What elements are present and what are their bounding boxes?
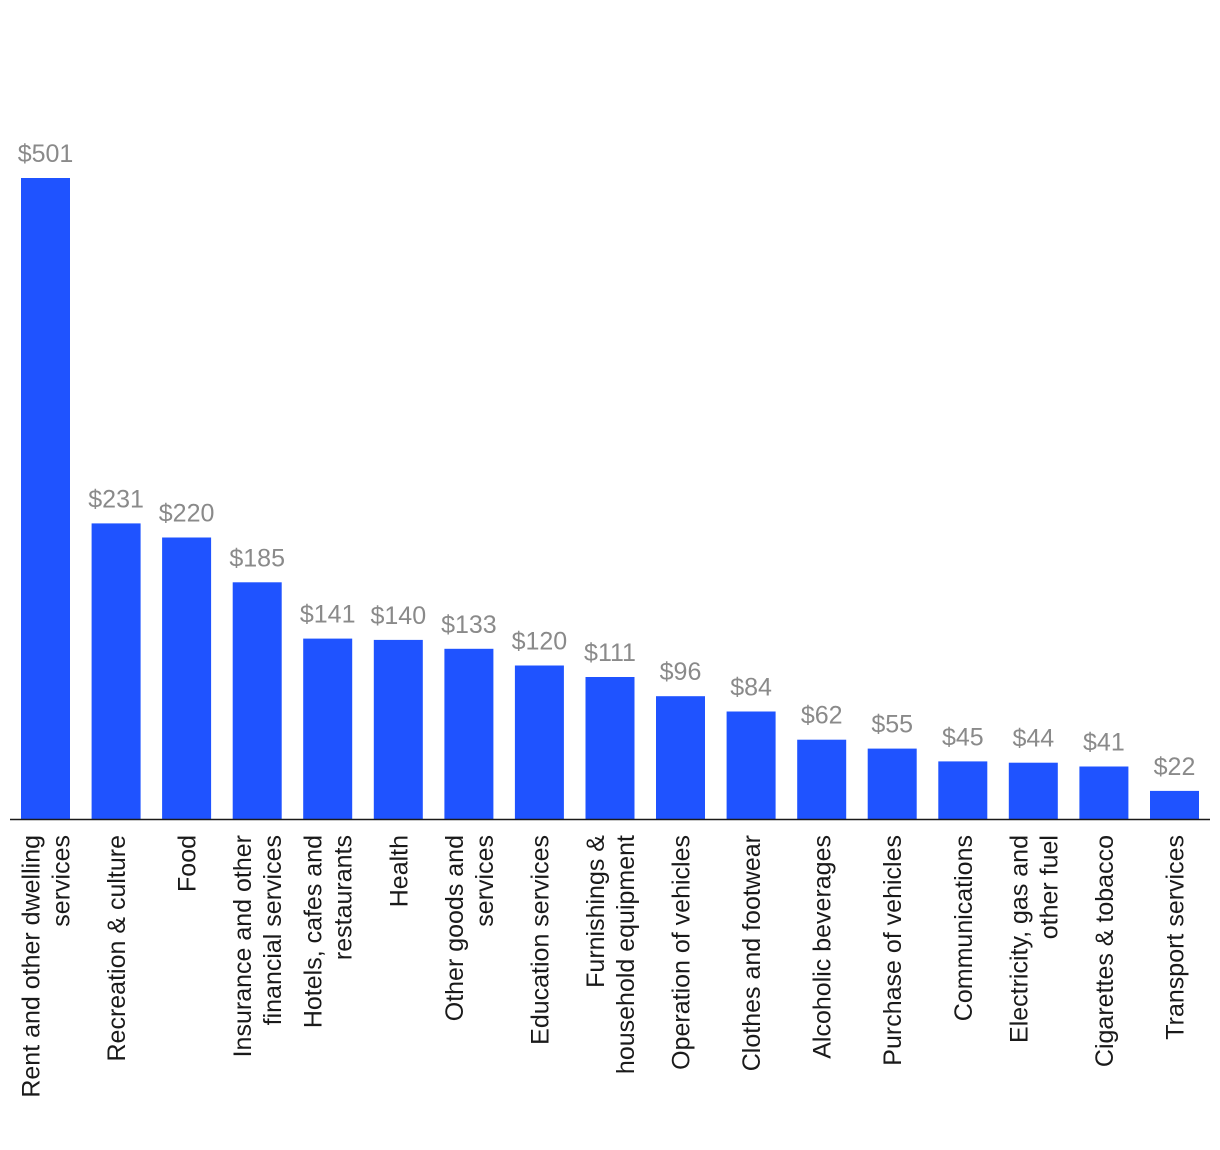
category-label-12: Purchase of vehicles	[879, 835, 907, 1066]
category-label-line: Hotels, cafes and	[300, 835, 328, 1028]
category-label-line: Recreation & culture	[103, 835, 131, 1062]
category-label-11: Alcoholic beverages	[809, 835, 837, 1059]
value-label-2: $220	[159, 500, 215, 528]
category-label-line: Operation of vehicles	[668, 835, 696, 1070]
category-label-4: Hotels, cafes and restaurants	[300, 835, 358, 1028]
bar-14	[1008, 762, 1058, 819]
category-label-9: Operation of vehicles	[668, 835, 696, 1070]
category-label-3: Insurance and other financial services	[229, 835, 287, 1057]
value-label-7: $120	[512, 628, 568, 656]
category-labels-group: Rent and other dwelling services Recreatio…	[18, 835, 1190, 1098]
category-label-line: Education services	[526, 835, 554, 1045]
category-label-1: Recreation & culture	[103, 835, 131, 1062]
bar-0	[21, 178, 70, 819]
value-label-11: $62	[801, 702, 843, 730]
category-label-line: restaurants	[330, 835, 358, 960]
category-label-line: Alcoholic beverages	[809, 835, 837, 1059]
bar-6	[444, 648, 494, 819]
category-label-2: Food	[174, 835, 202, 892]
value-label-0: $501	[18, 140, 74, 168]
value-label-3: $185	[229, 544, 285, 572]
category-label-line: Communications	[950, 835, 978, 1021]
value-label-10: $84	[730, 674, 772, 702]
value-label-8: $111	[584, 639, 636, 667]
category-label-7: Education services	[526, 835, 554, 1045]
value-label-6: $133	[441, 611, 497, 639]
bar-3	[232, 582, 282, 819]
value-label-4: $141	[300, 601, 356, 629]
value-label-13: $45	[942, 723, 984, 751]
category-label-line: Purchase of vehicles	[879, 835, 907, 1066]
bar-2	[162, 537, 212, 819]
category-label-line: Furnishings &	[582, 835, 610, 988]
category-label-6: Other goods and services	[441, 835, 499, 1021]
value-label-5: $140	[370, 602, 426, 630]
bar-13	[938, 761, 988, 819]
category-label-line: Other goods and	[441, 835, 469, 1021]
category-label-line: financial services	[259, 835, 287, 1025]
value-labels-group: $501 $231 $220 $185 $141 $140 $133 $120 $111 $96 $…	[18, 140, 1196, 781]
category-label-line: household equipment	[612, 835, 640, 1074]
category-label-line: Food	[174, 835, 202, 892]
bar-11	[797, 739, 847, 819]
value-label-9: $96	[660, 658, 702, 686]
category-label-16: Transport services	[1162, 835, 1190, 1040]
category-label-line: services	[48, 835, 76, 927]
category-label-10: Clothes and footwear	[738, 835, 766, 1071]
bar-12	[867, 748, 917, 819]
category-label-line: other fuel	[1035, 835, 1063, 939]
category-label-line: Health	[385, 835, 413, 907]
value-label-14: $44	[1012, 725, 1054, 753]
bar-9	[656, 696, 705, 819]
category-label-0: Rent and other dwelling services	[18, 835, 76, 1098]
category-label-line: Clothes and footwear	[738, 835, 766, 1071]
bar-16	[1150, 790, 1199, 819]
value-label-12: $55	[871, 711, 913, 739]
bar-7	[514, 665, 564, 819]
bars-group	[21, 178, 1199, 819]
bar-8	[585, 677, 635, 819]
bar-5	[373, 639, 423, 819]
bar-10	[726, 711, 776, 819]
category-label-15: Cigarettes & tobacco	[1091, 835, 1119, 1067]
category-label-line: Rent and other dwelling	[18, 835, 46, 1098]
category-label-line: Insurance and other	[229, 835, 257, 1057]
value-label-1: $231	[88, 485, 144, 513]
category-label-line: services	[471, 835, 499, 927]
bar-1	[91, 523, 141, 819]
category-label-8: Furnishings & household equipment	[582, 835, 640, 1074]
category-label-line: Electricity, gas and	[1005, 835, 1033, 1043]
bar-15	[1079, 766, 1129, 819]
category-label-line: Transport services	[1162, 835, 1190, 1040]
value-label-15: $41	[1083, 729, 1125, 757]
value-label-16: $22	[1154, 753, 1196, 781]
bar-4	[303, 638, 353, 819]
category-label-5: Health	[385, 835, 413, 907]
category-label-14: Electricity, gas and other fuel	[1005, 835, 1063, 1043]
category-label-line: Cigarettes & tobacco	[1091, 835, 1119, 1067]
category-label-13: Communications	[950, 835, 978, 1021]
